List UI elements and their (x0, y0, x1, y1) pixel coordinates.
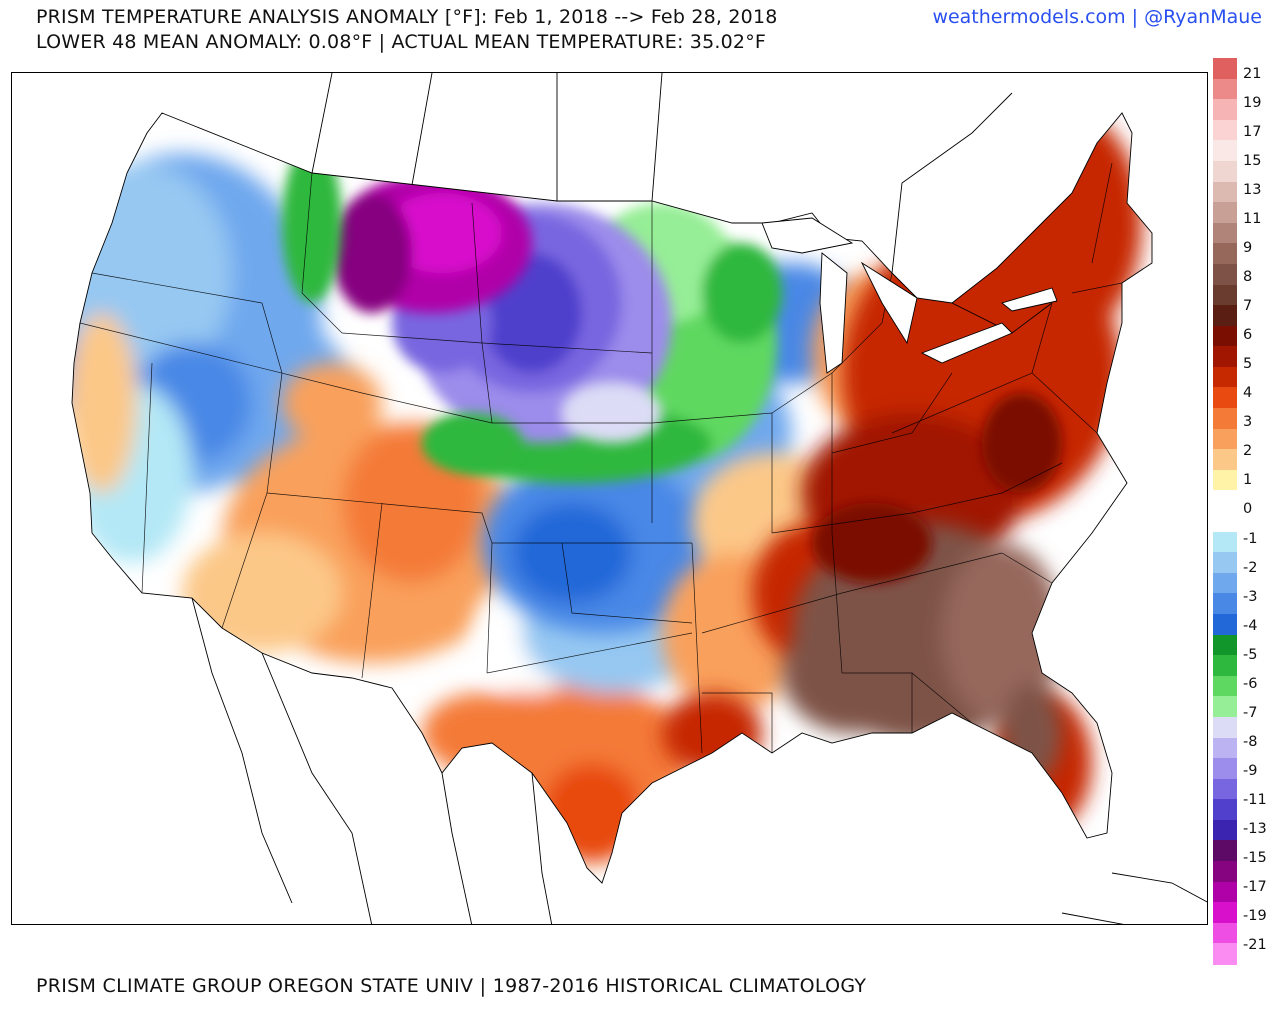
legend-tick-label: 5 (1243, 356, 1253, 372)
legend-swatch (1213, 511, 1237, 533)
legend-tick-label: 13 (1243, 182, 1262, 198)
legend-swatch (1213, 819, 1237, 842)
legend-swatch (1213, 902, 1237, 924)
legend-swatch (1213, 613, 1237, 636)
legend-swatch (1213, 263, 1237, 286)
legend-tick-label: 3 (1243, 414, 1253, 430)
legend-swatch (1213, 840, 1237, 862)
legend-swatch (1213, 593, 1237, 615)
legend-tick-label: -19 (1243, 908, 1267, 924)
legend-tick-label: -9 (1243, 763, 1258, 779)
legend-tick-label: 0 (1243, 501, 1253, 517)
country-borders (71, 73, 1207, 924)
legend-swatch (1213, 531, 1237, 553)
legend-tick-label: -7 (1243, 705, 1258, 721)
legend-tick-label: -1 (1243, 531, 1258, 547)
legend-tick-label: -21 (1243, 937, 1267, 953)
legend-swatch (1213, 366, 1237, 389)
great-lakes (761, 217, 1058, 374)
legend-tick-label: -8 (1243, 734, 1258, 750)
legend-swatch (1213, 881, 1237, 903)
legend-tick-label: 4 (1243, 385, 1253, 401)
legend-tick-label: -15 (1243, 850, 1267, 866)
legend-swatch (1213, 490, 1237, 512)
legend-swatch (1213, 222, 1237, 244)
legend-swatch (1213, 696, 1237, 718)
legend-swatch (1213, 572, 1237, 594)
anomaly-map (11, 72, 1208, 925)
map-canvas (12, 73, 1207, 924)
credit-link[interactable]: weathermodels.com | @RyanMaue (932, 6, 1262, 28)
legend-tick-label: 11 (1243, 211, 1262, 227)
map-title: PRISM TEMPERATURE ANALYSIS ANOMALY [°F]:… (36, 6, 778, 28)
legend-tick-label: -5 (1243, 647, 1258, 663)
legend-tick-label: 1 (1243, 472, 1253, 488)
legend-swatch (1213, 160, 1237, 183)
legend-tick-label: 15 (1243, 153, 1262, 169)
legend-swatch (1213, 758, 1237, 780)
legend-swatch (1213, 634, 1237, 656)
legend-swatch (1213, 552, 1237, 574)
legend-tick-label: 2 (1243, 443, 1253, 459)
legend-swatch (1213, 202, 1237, 224)
legend-tick-label: 9 (1243, 240, 1253, 256)
legend-swatch (1213, 58, 1237, 80)
legend-tick-label: -11 (1243, 792, 1267, 808)
legend-tick-label: -6 (1243, 676, 1258, 692)
legend-swatch (1213, 469, 1237, 491)
color-scale-legend: 21 19 17 15 13 11 9 8 7 6 5 4 3 2 1 0 -1 -2 -3 -4 -5 -6 -7 -8 -9… (1213, 58, 1280, 968)
legend-swatch (1213, 78, 1237, 100)
legend-swatch (1213, 408, 1237, 430)
legend-swatch (1213, 325, 1237, 347)
legend-tick-label: 8 (1243, 269, 1253, 285)
legend-swatch (1213, 119, 1237, 141)
legend-tick-label: -4 (1243, 618, 1258, 634)
legend-swatch (1213, 387, 1237, 409)
legend-swatch (1213, 305, 1237, 327)
source-footer: PRISM CLIMATE GROUP OREGON STATE UNIV | … (36, 975, 867, 997)
legend-tick-label: 19 (1243, 95, 1262, 111)
legend-tick-label: -17 (1243, 879, 1267, 895)
legend-tick-label: 21 (1243, 66, 1262, 82)
legend-swatch (1213, 243, 1237, 265)
legend-swatch (1213, 861, 1237, 883)
legend-swatch (1213, 140, 1237, 162)
legend-swatch (1213, 675, 1237, 697)
legend-tick-label: -3 (1243, 589, 1258, 605)
legend-swatch (1213, 799, 1237, 821)
legend-swatch (1213, 655, 1237, 677)
legend-swatch (1213, 716, 1237, 739)
legend-tick-label: -13 (1243, 821, 1267, 837)
legend-swatch (1213, 181, 1237, 203)
legend-tick-label: 6 (1243, 327, 1253, 343)
legend-tick-label: 7 (1243, 298, 1253, 314)
legend-swatch (1213, 428, 1237, 450)
legend-swatch (1213, 284, 1237, 306)
map-subtitle-mean-anomaly: LOWER 48 MEAN ANOMALY: 0.08°F | ACTUAL M… (36, 31, 767, 53)
legend-swatch (1213, 99, 1237, 121)
legend-swatch (1213, 346, 1237, 368)
legend-tick-label: -2 (1243, 560, 1258, 576)
legend-swatch (1213, 943, 1237, 965)
legend-swatch (1213, 922, 1237, 944)
legend-tick-label: 17 (1243, 124, 1262, 140)
legend-swatch (1213, 449, 1237, 471)
legend-swatch (1213, 778, 1237, 800)
legend-swatch (1213, 737, 1237, 759)
